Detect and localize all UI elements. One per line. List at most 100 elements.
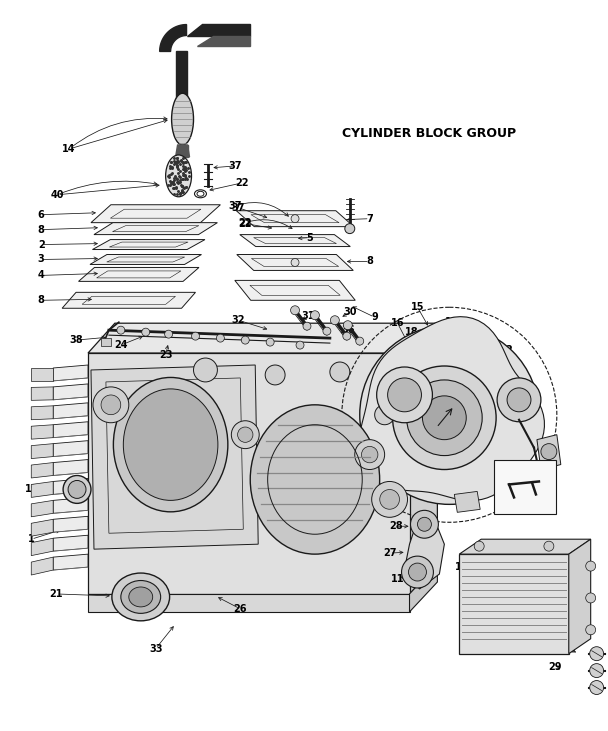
Point <box>181 181 191 192</box>
Point <box>169 174 179 186</box>
Ellipse shape <box>63 475 91 504</box>
Polygon shape <box>53 479 88 494</box>
Ellipse shape <box>112 573 170 621</box>
Point <box>171 188 181 200</box>
Point <box>182 162 192 174</box>
Text: 7: 7 <box>367 213 373 224</box>
Point <box>180 163 190 175</box>
Point <box>172 155 182 167</box>
Circle shape <box>590 647 604 661</box>
Point <box>171 181 181 193</box>
Circle shape <box>393 366 496 469</box>
Point <box>180 173 190 185</box>
Polygon shape <box>31 463 53 478</box>
Text: 24: 24 <box>114 340 128 350</box>
Point <box>169 158 179 170</box>
Ellipse shape <box>113 377 228 512</box>
Circle shape <box>344 321 352 330</box>
Point <box>170 178 179 190</box>
Point <box>176 174 185 186</box>
Text: 37: 37 <box>232 202 245 213</box>
Text: 36: 36 <box>341 325 354 335</box>
Point <box>178 181 187 192</box>
Text: 29: 29 <box>548 662 562 672</box>
Point <box>184 166 193 178</box>
Text: 37: 37 <box>229 201 242 211</box>
Text: 22: 22 <box>238 218 252 227</box>
Point <box>166 178 176 189</box>
Circle shape <box>343 332 351 340</box>
Polygon shape <box>90 254 201 265</box>
Polygon shape <box>88 353 410 594</box>
Circle shape <box>534 466 544 477</box>
Point <box>165 160 174 172</box>
Circle shape <box>474 541 484 551</box>
Text: 20: 20 <box>499 355 512 365</box>
Circle shape <box>193 358 218 382</box>
Polygon shape <box>178 145 187 157</box>
Ellipse shape <box>165 155 192 197</box>
Bar <box>494 460 556 515</box>
Polygon shape <box>88 594 410 612</box>
Text: 27: 27 <box>383 548 396 558</box>
Point <box>165 162 175 173</box>
Polygon shape <box>78 268 199 281</box>
Polygon shape <box>176 145 190 157</box>
Text: 40: 40 <box>50 190 64 200</box>
Point <box>167 167 177 178</box>
Point <box>167 162 177 173</box>
Polygon shape <box>359 317 544 501</box>
Circle shape <box>231 421 259 449</box>
Circle shape <box>330 362 350 382</box>
Text: 8: 8 <box>38 224 44 235</box>
Polygon shape <box>53 460 88 475</box>
Polygon shape <box>240 235 350 246</box>
Circle shape <box>371 482 407 518</box>
Circle shape <box>101 395 121 414</box>
Polygon shape <box>404 519 444 589</box>
Text: 8: 8 <box>38 295 44 306</box>
Polygon shape <box>53 497 88 513</box>
Polygon shape <box>31 387 53 401</box>
Circle shape <box>291 259 299 267</box>
Polygon shape <box>88 323 437 353</box>
Point <box>176 154 186 166</box>
Ellipse shape <box>123 389 218 501</box>
Point <box>179 163 189 175</box>
Polygon shape <box>91 365 258 549</box>
Text: 39: 39 <box>562 644 576 654</box>
Point <box>172 152 182 164</box>
Polygon shape <box>160 25 187 51</box>
Point <box>171 156 181 167</box>
Circle shape <box>266 338 274 346</box>
Point <box>179 170 189 181</box>
Point <box>179 164 189 175</box>
Polygon shape <box>92 240 205 249</box>
Polygon shape <box>53 441 88 457</box>
Text: 35: 35 <box>437 474 450 485</box>
Point <box>178 185 187 197</box>
Polygon shape <box>198 36 250 47</box>
Polygon shape <box>31 368 53 381</box>
Point <box>165 175 174 187</box>
Point <box>163 170 173 182</box>
Polygon shape <box>31 482 53 497</box>
Circle shape <box>401 556 434 588</box>
Text: 21: 21 <box>49 589 63 599</box>
Text: 30: 30 <box>343 307 356 317</box>
Point <box>177 181 187 192</box>
Text: 13: 13 <box>516 377 530 387</box>
Point <box>168 183 178 194</box>
Point <box>170 170 180 181</box>
Polygon shape <box>410 564 437 612</box>
Point <box>173 177 182 189</box>
Point <box>175 165 185 177</box>
Point <box>173 176 183 188</box>
Point <box>175 171 185 183</box>
Polygon shape <box>53 422 88 438</box>
Point <box>179 156 188 168</box>
Point <box>173 185 183 197</box>
Circle shape <box>216 334 224 342</box>
Point <box>170 156 179 168</box>
Circle shape <box>409 563 426 581</box>
